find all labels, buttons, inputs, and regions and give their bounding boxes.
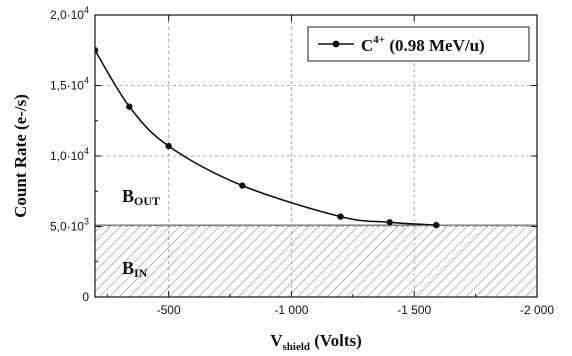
data-point [433,221,440,229]
y-tick-exponent: 4 [84,146,89,156]
x-tick-label: -2 000 [520,303,554,317]
x-axis-title-rest: (Volts) [310,331,362,350]
axis-ticks: -500 -1 000 -1 500 -2 00005,0·1031,0·1041,5… [50,5,554,317]
x-tick-label: -1 000 [274,303,308,317]
legend-label-sup: 4+ [373,34,385,46]
y-tick-label: 1,0·104 [50,146,89,163]
legend: C4+ (0.98 MeV/u) [307,26,530,62]
series-layer [95,47,440,229]
data-point [337,213,344,220]
legend-label-rest: (0.98 MeV/u) [385,36,485,55]
y-tick-mantissa: 1,0·10 [50,149,84,163]
region-above-sub: OUT [134,194,160,208]
x-axis-title-main: V [270,331,283,350]
x-axis-title-sub: shield [282,341,310,353]
y-tick-label: 0 [82,290,89,304]
y-tick-mantissa: 2,0·10 [50,8,84,22]
region-above-main: B [122,186,134,206]
legend-marker-swatch [332,40,340,48]
legend-label: C4+ (0.98 MeV/u) [361,34,485,55]
data-point [126,103,133,110]
y-tick-exponent: 4 [84,76,89,86]
legend-label-main: C [361,36,373,55]
data-point [239,182,246,189]
region-below-main: B [122,258,134,278]
region-label-below: BIN [122,258,148,280]
region-label-above: BOUT [122,186,160,208]
hatched-region [95,225,537,297]
y-tick-exponent: 3 [84,217,89,227]
y-tick-label: 2,0·104 [50,5,89,22]
y-tick-mantissa: 1,5·10 [50,79,84,93]
y-axis-title: Count Rate (e-/s) [11,94,30,218]
data-point [165,142,172,150]
y-tick-mantissa: 5,0·10 [50,220,84,234]
data-point [386,219,393,226]
y-tick-label: 5,0·103 [50,217,89,234]
x-tick-label: -500 [157,303,181,317]
x-axis-title: Vshield (Volts) [270,331,362,353]
region-below-sub: IN [134,266,148,280]
y-tick-label: 1,5·104 [50,76,89,93]
y-tick-exponent: 4 [84,5,89,15]
x-tick-label: -1 500 [397,303,431,317]
y-tick-mantissa: 0 [82,290,89,304]
